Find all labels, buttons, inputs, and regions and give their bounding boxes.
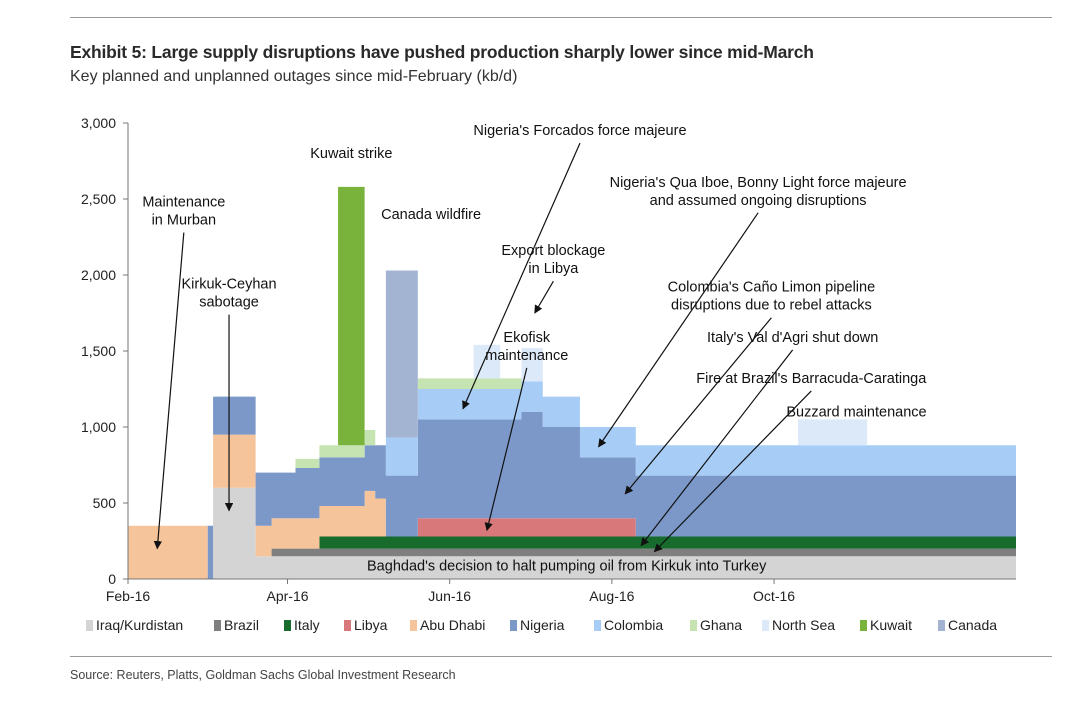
- legend-label: Kuwait: [870, 617, 912, 633]
- annotation-text-7: maintenance: [485, 348, 568, 364]
- annotation-text-1: sabotage: [199, 295, 259, 311]
- legend-swatch: [214, 620, 221, 631]
- annotation-text-5: Nigeria's Qua Iboe, Bonny Light force ma…: [610, 175, 907, 191]
- legend-label: Iraq/Kurdistan: [96, 617, 183, 633]
- annotation-text-8: disruptions due to rebel attacks: [671, 298, 872, 314]
- series-area-5: [128, 396, 1016, 579]
- x-tick-label: Oct-16: [753, 588, 795, 604]
- series-area-4: [128, 434, 1016, 579]
- bottom-rule: [70, 656, 1052, 657]
- y-tick-label: 1,500: [81, 343, 116, 359]
- series-area-3: [128, 487, 1016, 579]
- legend-swatch: [860, 620, 867, 631]
- annotation-arrow-6: [534, 280, 554, 314]
- annotation-text-9: Italy's Val d'Agri shut down: [707, 330, 878, 346]
- x-tick-label: Jun-16: [428, 588, 471, 604]
- y-tick-label: 2,500: [81, 191, 116, 207]
- annotation-text-12: Baghdad's decision to halt pumping oil f…: [367, 559, 767, 575]
- series-area-1: [128, 487, 1016, 579]
- annotation-text-11: Buzzard maintenance: [786, 404, 926, 420]
- annotation-text-0: Maintenance: [142, 195, 225, 211]
- legend-label: Libya: [354, 617, 388, 633]
- legend-swatch: [594, 620, 601, 631]
- series-area-8: [128, 344, 1016, 526]
- annotation-text-0: in Murban: [152, 213, 216, 229]
- annotation-arrow-0: [153, 232, 185, 550]
- legend-label: Ghana: [700, 617, 742, 633]
- legend-swatch: [410, 620, 417, 631]
- annotation-text-10: Fire at Brazil's Barracuda-Caratinga: [696, 371, 927, 387]
- y-tick-label: 2,000: [81, 267, 116, 283]
- legend-swatch: [938, 620, 945, 631]
- top-rule: [70, 17, 1052, 18]
- legend-label: Canada: [948, 617, 997, 633]
- annotation-arrow-5: [598, 212, 759, 448]
- annotation-text-6: in Libya: [528, 261, 579, 277]
- legend-swatch: [762, 620, 769, 631]
- y-tick-label: 1,000: [81, 419, 116, 435]
- legend-swatch: [510, 620, 517, 631]
- legend-swatch: [690, 620, 697, 631]
- series-area-6: [128, 381, 1016, 526]
- annotation-text-2: Kuwait strike: [310, 146, 392, 162]
- series-area-9: [128, 186, 1016, 526]
- y-tick-label: 500: [93, 495, 117, 511]
- x-tick-label: Aug-16: [589, 588, 634, 604]
- legend-swatch: [86, 620, 93, 631]
- legend-label: Italy: [294, 617, 320, 633]
- y-tick-label: 0: [108, 571, 116, 587]
- legend-label: Abu Dhabi: [420, 617, 485, 633]
- annotations: Maintenance in Murban Kirkuk-Ceyhan sabotag…: [142, 123, 927, 574]
- legend-label: North Sea: [772, 617, 835, 633]
- annotation-text-3: Canada wildfire: [381, 207, 481, 223]
- chart-subtitle: Key planned and unplanned outages since …: [70, 68, 518, 85]
- legend-swatch: [344, 620, 351, 631]
- chart-title: Exhibit 5: Large supply disruptions have…: [70, 42, 814, 62]
- annotation-arrow-10: [653, 390, 812, 553]
- legend-label: Nigeria: [520, 617, 565, 633]
- legend-swatch: [284, 620, 291, 631]
- y-tick-label: 3,000: [81, 115, 116, 131]
- x-tick-label: Apr-16: [267, 588, 309, 604]
- annotation-arrow-7: [484, 367, 528, 532]
- legend-label: Colombia: [604, 617, 663, 633]
- annotation-text-7: Ekofisk: [503, 330, 550, 346]
- annotation-arrow-9: [640, 349, 794, 547]
- annotation-text-4: Nigeria's Forcados force majeure: [473, 123, 686, 139]
- annotation-text-6: Export blockage: [501, 243, 605, 259]
- annotation-text-8: Colombia's Caño Limon pipeline: [668, 280, 876, 296]
- series-areas: [128, 186, 1016, 579]
- annotation-text-1: Kirkuk-Ceyhan: [181, 277, 276, 293]
- legend-label: Brazil: [224, 617, 259, 633]
- source-note: Source: Reuters, Platts, Goldman Sachs G…: [70, 668, 456, 682]
- annotation-arrow-8: [624, 317, 772, 495]
- x-tick-label: Feb-16: [106, 588, 151, 604]
- legend: Iraq/Kurdistan Brazil Italy Libya Abu Dhabi N…: [86, 617, 997, 633]
- annotation-arrow-4: [462, 142, 581, 410]
- annotation-text-5: and assumed ongoing disruptions: [650, 193, 867, 209]
